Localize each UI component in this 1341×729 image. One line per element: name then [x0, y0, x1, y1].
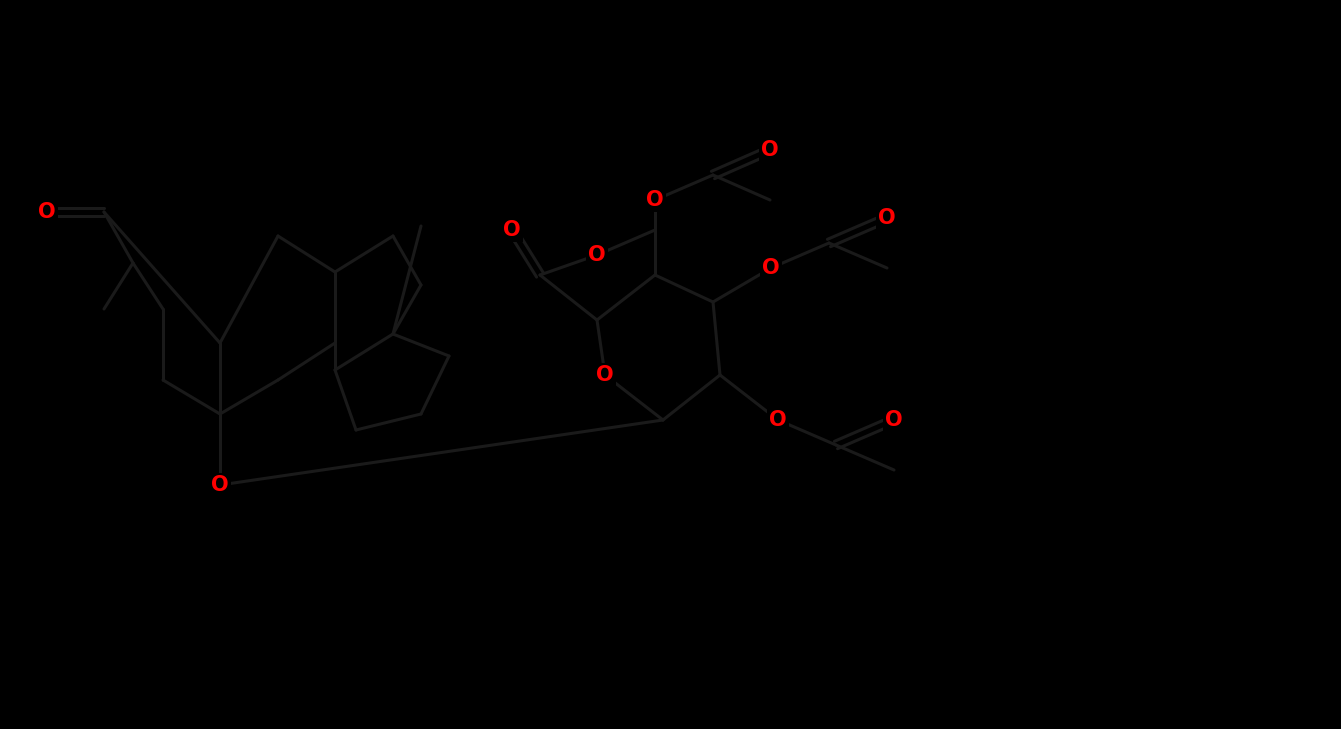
Text: O: O	[503, 220, 520, 240]
Text: O: O	[762, 140, 779, 160]
Text: O: O	[878, 208, 896, 228]
Text: O: O	[762, 258, 780, 278]
Text: O: O	[38, 202, 56, 222]
Text: O: O	[885, 410, 902, 430]
Text: O: O	[646, 190, 664, 210]
Text: O: O	[597, 365, 614, 385]
Text: O: O	[770, 410, 787, 430]
Text: O: O	[589, 245, 606, 265]
Text: O: O	[211, 475, 229, 495]
